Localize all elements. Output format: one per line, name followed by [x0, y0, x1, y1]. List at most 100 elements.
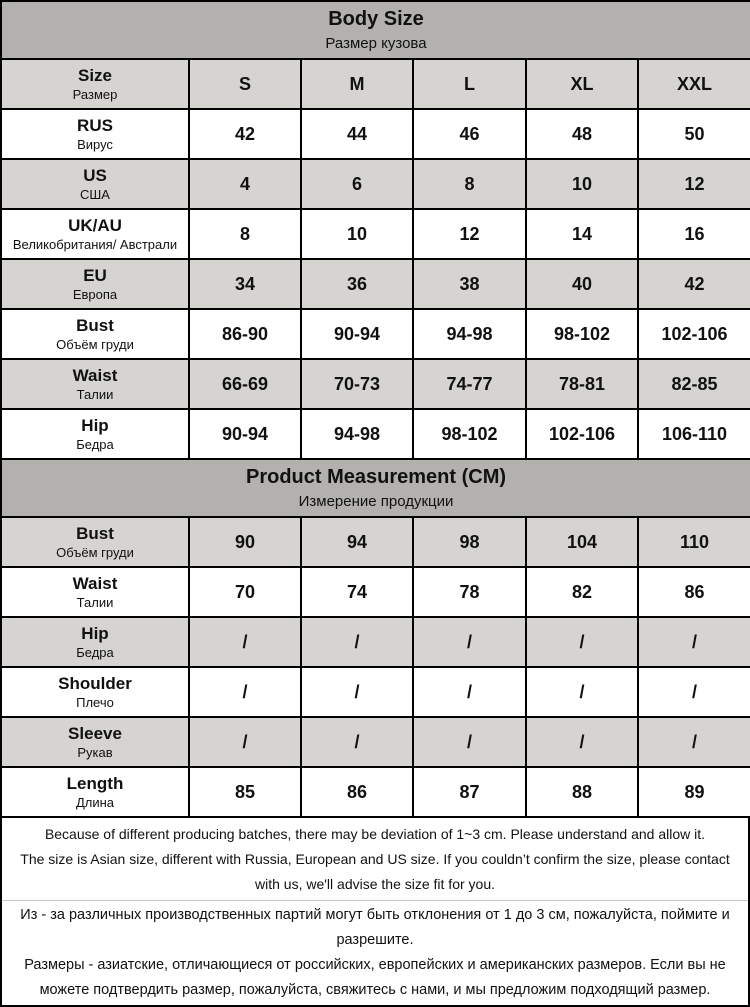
notes-russian: Из - за различных производственных парти… [2, 900, 748, 1005]
value-cell: 88 [525, 766, 639, 818]
value-cell: 94-98 [300, 408, 414, 460]
row-label-cell: Length Длина [0, 766, 190, 818]
value-cell: 16 [637, 208, 750, 260]
value-cell: / [637, 616, 750, 668]
row-sublabel: Рукав [77, 744, 113, 760]
row-sublabel: Плечо [76, 694, 114, 710]
value-cell: 98-102 [412, 408, 527, 460]
row-label-cell: Bust Объём груди [0, 308, 190, 360]
value-cell: / [412, 716, 527, 768]
value-cell: 40 [525, 258, 639, 310]
value-cell: / [525, 616, 639, 668]
row-label-cell: Waist Талии [0, 566, 190, 618]
value-cell: 102-106 [637, 308, 750, 360]
value-cell: 14 [525, 208, 639, 260]
value-cell: / [188, 666, 302, 718]
body-size-header-cell: Body Size Размер кузова [0, 0, 750, 60]
value-cell: / [300, 616, 414, 668]
value-cell: 10 [300, 208, 414, 260]
table-row: Bust Объём груди 90 94 98 104 110 [0, 516, 750, 568]
table-row: Waist Талии 70 74 78 82 86 [0, 566, 750, 618]
value-cell: / [637, 716, 750, 768]
value-cell: 110 [637, 516, 750, 568]
table-row: EU Европа 34 36 38 40 42 [0, 258, 750, 310]
value-cell: 90 [188, 516, 302, 568]
row-sublabel: США [80, 186, 110, 202]
row-label: Waist [72, 573, 118, 593]
value-cell: 48 [525, 108, 639, 160]
body-size-rows: Size Размер S M L XL XXL RUS Вирус 42 44 46 48 50 US СШ… [0, 58, 750, 460]
row-label: Size [77, 65, 113, 85]
value-cell: 89 [637, 766, 750, 818]
body-size-title: Body Size [328, 7, 424, 30]
table-row: US США 4 6 8 10 12 [0, 158, 750, 210]
note-ru-batches: Из - за различных производственных парти… [20, 907, 730, 948]
row-label: Length [66, 773, 124, 793]
value-cell: 94-98 [412, 308, 527, 360]
row-sublabel: Бедра [76, 436, 114, 452]
value-cell: 104 [525, 516, 639, 568]
value-cell: / [412, 666, 527, 718]
value-cell: 8 [188, 208, 302, 260]
table-row: UK/AU Великобритания/ Австрали 8 10 12 14 16 [0, 208, 750, 260]
row-label-cell: Size Размер [0, 58, 190, 110]
table-row: Hip Бедра 90-94 94-98 98-102 102-106 106-110 [0, 408, 750, 460]
table-row: Hip Бедра / / / / / [0, 616, 750, 668]
row-label: Hip [81, 415, 109, 435]
value-cell: / [525, 666, 639, 718]
row-label-cell: UK/AU Великобритания/ Австрали [0, 208, 190, 260]
row-label-cell: US США [0, 158, 190, 210]
value-cell: 106-110 [637, 408, 750, 460]
row-label-cell: Hip Бедра [0, 616, 190, 668]
row-sublabel: Европа [72, 286, 118, 302]
row-label-cell: Hip Бедра [0, 408, 190, 460]
value-cell: XL [525, 58, 639, 110]
value-cell: 6 [300, 158, 414, 210]
product-measurement-header-cell: Product Measurement (CM) Измерение проду… [0, 458, 750, 518]
value-cell: 86 [637, 566, 750, 618]
value-cell: 90-94 [300, 308, 414, 360]
value-cell: 74-77 [412, 358, 527, 410]
value-cell: 98-102 [525, 308, 639, 360]
row-sublabel: Талии [76, 594, 114, 610]
row-label: Bust [76, 523, 114, 543]
value-cell: 85 [188, 766, 302, 818]
product-measurement-header-row: Product Measurement (CM) Измерение проду… [0, 458, 750, 518]
value-cell: 78-81 [525, 358, 639, 410]
size-chart-table: Body Size Размер кузова Size Размер S M L XL X… [0, 0, 750, 818]
value-cell: 42 [188, 108, 302, 160]
product-measurement-rows: Bust Объём груди 90 94 98 104 110 Waist Талии 70 7… [0, 516, 750, 818]
value-cell: 44 [300, 108, 414, 160]
row-label: Shoulder [58, 673, 132, 693]
value-cell: 42 [637, 258, 750, 310]
row-label: Bust [76, 315, 114, 335]
table-row: Sleeve Рукав / / / / / [0, 716, 750, 768]
value-cell: / [637, 666, 750, 718]
table-row: Bust Объём груди 86-90 90-94 94-98 98-102 102-… [0, 308, 750, 360]
value-cell: 74 [300, 566, 414, 618]
row-sublabel: Талии [76, 386, 114, 402]
product-measurement-subtitle: Измерение продукции [298, 492, 454, 510]
row-label: EU [83, 265, 107, 285]
note-en-batches: Because of different producing batches, … [44, 825, 706, 842]
table-row: RUS Вирус 42 44 46 48 50 [0, 108, 750, 160]
value-cell: / [525, 716, 639, 768]
value-cell: 82 [525, 566, 639, 618]
value-cell: M [300, 58, 414, 110]
value-cell: 70 [188, 566, 302, 618]
value-cell: S [188, 58, 302, 110]
value-cell: 8 [412, 158, 527, 210]
table-row: Size Размер S M L XL XXL [0, 58, 750, 110]
row-sublabel: Размер [72, 86, 118, 102]
row-sublabel: Вирус [77, 136, 113, 152]
table-row: Shoulder Плечо / / / / / [0, 666, 750, 718]
row-label-cell: Shoulder Плечо [0, 666, 190, 718]
row-label: RUS [77, 115, 113, 135]
row-sublabel: Великобритания/ Австрали [12, 236, 178, 252]
value-cell: / [300, 666, 414, 718]
row-sublabel: Объём груди [56, 544, 134, 560]
row-label-cell: EU Европа [0, 258, 190, 310]
product-measurement-title: Product Measurement (CM) [245, 465, 507, 488]
value-cell: 102-106 [525, 408, 639, 460]
